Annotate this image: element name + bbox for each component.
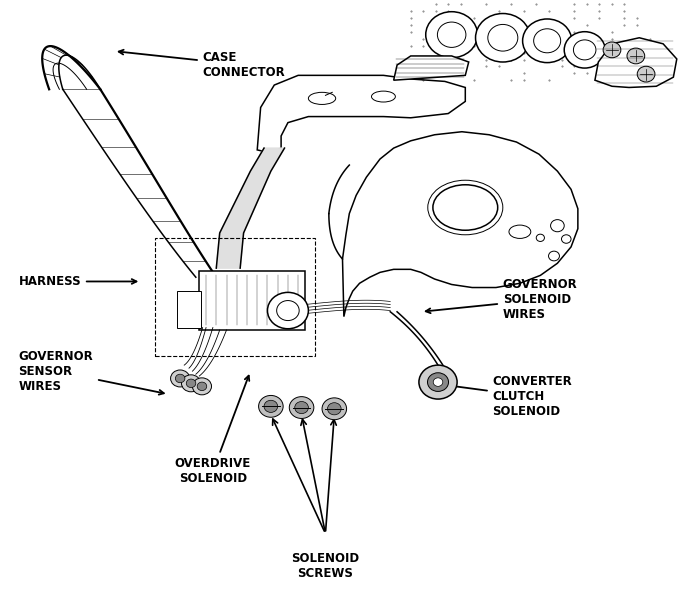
Bar [155,238,315,356]
Polygon shape [342,132,578,317]
Bar [177,291,201,328]
Text: GOVERNOR
SENSOR
WIRES: GOVERNOR SENSOR WIRES [18,350,164,395]
Circle shape [289,396,314,418]
Circle shape [295,401,308,414]
Circle shape [419,365,457,399]
Polygon shape [595,38,677,88]
Circle shape [322,398,347,420]
Circle shape [637,66,655,82]
Circle shape [197,382,207,390]
Circle shape [258,395,283,417]
Circle shape [186,379,196,387]
Text: OVERDRIVE
SOLENOID: OVERDRIVE SOLENOID [175,376,251,485]
Text: SOLENOID
SCREWS: SOLENOID SCREWS [291,552,360,580]
Circle shape [433,378,443,386]
Polygon shape [394,56,469,80]
Circle shape [192,378,212,395]
Circle shape [264,400,277,412]
Circle shape [182,375,201,392]
Circle shape [523,19,572,63]
Text: GOVERNOR
SOLENOID
WIRES: GOVERNOR SOLENOID WIRES [425,278,577,321]
Circle shape [327,403,341,415]
Circle shape [427,373,449,392]
Circle shape [627,48,645,64]
Text: CASE
CONNECTOR: CASE CONNECTOR [119,50,286,79]
Circle shape [603,42,621,58]
Text: CONVERTER
CLUTCH
SOLENOID: CONVERTER CLUTCH SOLENOID [446,375,573,418]
Polygon shape [216,148,284,268]
Circle shape [171,370,190,387]
Circle shape [564,32,605,68]
Text: HARNESS: HARNESS [18,275,136,288]
Circle shape [426,12,477,58]
Circle shape [175,374,185,382]
Bar [199,270,305,330]
Circle shape [267,292,308,329]
Circle shape [475,13,530,62]
